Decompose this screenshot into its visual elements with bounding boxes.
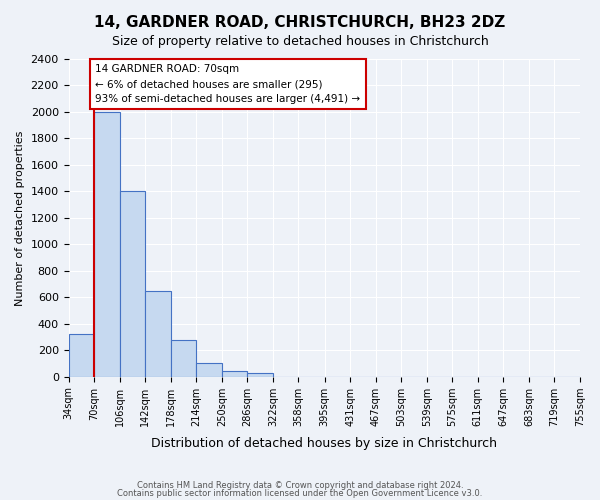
Bar — [94, 112, 119, 376]
Bar — [222, 370, 247, 376]
Bar — [119, 192, 145, 376]
X-axis label: Distribution of detached houses by size in Christchurch: Distribution of detached houses by size … — [151, 437, 497, 450]
Text: Size of property relative to detached houses in Christchurch: Size of property relative to detached ho… — [112, 35, 488, 48]
Bar — [145, 290, 170, 376]
Text: 14, GARDNER ROAD, CHRISTCHURCH, BH23 2DZ: 14, GARDNER ROAD, CHRISTCHURCH, BH23 2DZ — [94, 15, 506, 30]
Text: Contains public sector information licensed under the Open Government Licence v3: Contains public sector information licen… — [118, 488, 482, 498]
Y-axis label: Number of detached properties: Number of detached properties — [15, 130, 25, 306]
Bar — [247, 374, 273, 376]
Bar — [170, 340, 196, 376]
Bar — [68, 334, 94, 376]
Text: 14 GARDNER ROAD: 70sqm
← 6% of detached houses are smaller (295)
93% of semi-det: 14 GARDNER ROAD: 70sqm ← 6% of detached … — [95, 64, 361, 104]
Bar — [196, 364, 222, 376]
Text: Contains HM Land Registry data © Crown copyright and database right 2024.: Contains HM Land Registry data © Crown c… — [137, 481, 463, 490]
